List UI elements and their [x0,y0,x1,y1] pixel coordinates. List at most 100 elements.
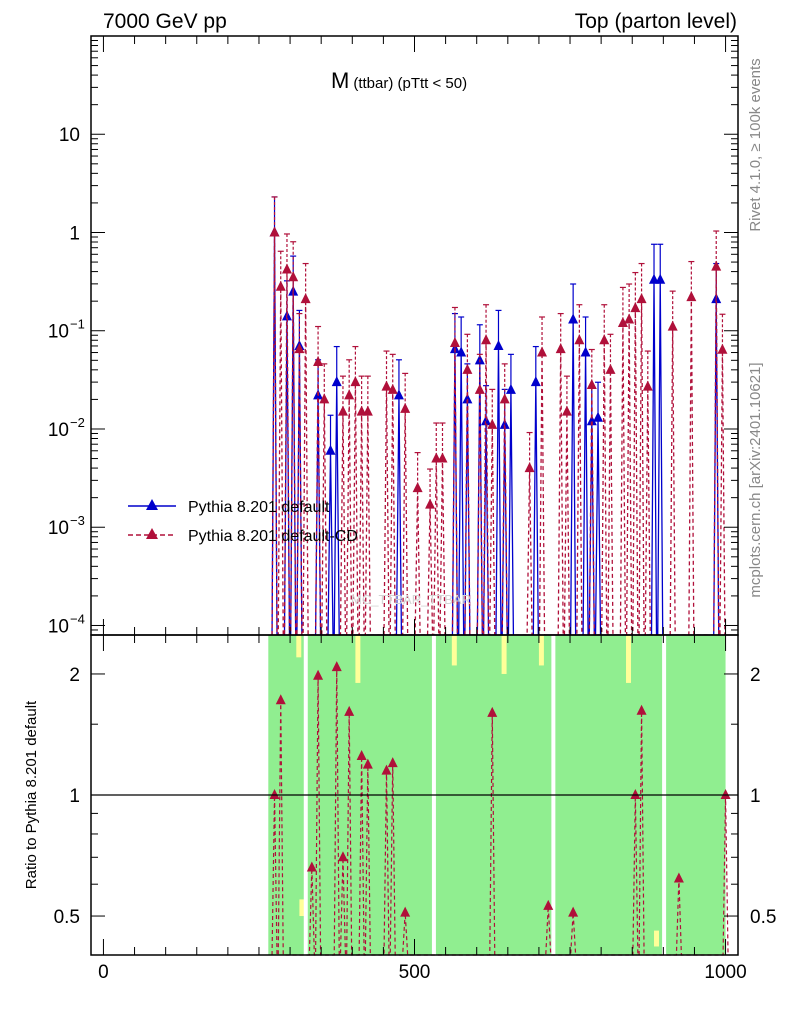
data-point [331,376,342,387]
plot-title-sub: (ttbar) (pTtt < 50) [353,75,467,92]
ratio-band-yellow [296,635,302,658]
data-point [561,405,572,416]
data-point [462,363,473,374]
ratio-band-yellow [654,930,659,947]
header-left: 7000 GeV pp [103,10,227,33]
x-tick-label: 0 [98,962,109,983]
ratio-point [720,789,731,799]
ratio-point [630,789,641,799]
ratio-point [344,705,355,716]
data-point [717,343,728,354]
data-point [493,339,504,350]
ratio-y-tick-label: 1 [69,786,80,807]
series-line [271,232,726,636]
data-point [686,291,697,302]
y-tick-label: 10 [59,125,80,146]
data-point [281,263,292,274]
ratio-point [487,706,498,717]
ratio-point [400,906,411,917]
ratio-point [543,899,554,910]
data-point [387,383,398,394]
ratio-point [356,750,367,761]
ratio-point [275,694,286,705]
y-tick-exponent: −4 [70,611,85,626]
y-tick-exponent: −1 [70,317,85,332]
data-point [449,337,460,348]
data-point [580,346,591,357]
data-point [605,363,616,374]
data-point [344,389,355,400]
data-point [667,320,678,331]
series-ratio-cd [269,661,731,956]
y-tick-label: 10 [48,322,69,343]
data-point [294,343,305,354]
ratio-band-yellow [501,635,507,674]
data-point [393,389,404,400]
data-point [337,405,348,416]
data-point [524,462,535,473]
data-point [325,444,336,455]
header-right: Top (parton level) [575,10,737,33]
data-point [568,313,579,324]
legend: Pythia 8.201 default Pythia 8.201 defaul… [128,499,358,545]
data-point [437,452,448,463]
data-point [362,405,373,416]
data-point [599,334,610,345]
plot-title-main: M [331,68,349,93]
ratio-y-tick-label-right: 0.5 [750,907,776,928]
ratio-point [673,872,684,883]
data-point [642,380,653,391]
data-point [269,226,280,237]
data-point [586,379,597,390]
data-point [474,383,485,394]
legend-entry-cd: Pythia 8.201 default-CD [128,528,358,545]
data-point [711,293,722,304]
ratio-point [362,758,373,769]
ratio-point [313,669,324,680]
data-point [288,271,299,282]
ratio-point [568,906,579,917]
side-label-rivet: Rivet 4.1.0, ≥ 100k events [747,58,764,231]
data-point [412,482,423,493]
ratio-y-tick-label-right: 1 [750,786,761,807]
ratio-band-yellow [299,899,305,917]
y-tick-exponent: −3 [70,513,85,528]
data-point [462,393,473,404]
data-point [425,498,436,509]
data-point [275,280,286,291]
data-point [630,302,641,313]
main-plot-content [269,196,728,636]
data-point [624,313,635,324]
ratio-band-yellow [626,635,631,683]
data-point [300,293,311,304]
data-point [537,346,548,357]
series-cd [269,196,728,636]
data-point [636,293,647,304]
side-label-mcplots: mcplots.cern.ch [arXiv:2401.10621] [747,362,764,597]
watermark: MC_TTBAR_TTBAR [351,592,471,607]
x-tick-label: 500 [399,962,431,983]
ratio-point [381,764,392,775]
ratio-point [269,789,280,799]
ratio-point [636,704,647,715]
ratio-point [337,851,348,862]
data-point [505,383,516,394]
data-point [481,334,492,345]
y-tick-label: 10 [48,518,69,539]
y-tick-label: 10 [48,616,69,637]
legend-label-default: Pythia 8.201 default [188,499,330,516]
ratio-point [331,661,342,672]
data-point [400,402,411,413]
ratio-y-axis-label: Ratio to Pythia 8.201 default [23,700,40,889]
ratio-plot-content [91,635,738,956]
data-point [655,273,666,284]
data-point [456,346,467,357]
ratio-y-tick-label-right: 2 [750,665,761,686]
x-tick-label: 1000 [704,962,746,983]
data-point [319,393,330,404]
plot-title: M (ttbar) (pTtt < 50) [331,68,467,93]
ratio-y-tick-label: 2 [69,665,80,686]
